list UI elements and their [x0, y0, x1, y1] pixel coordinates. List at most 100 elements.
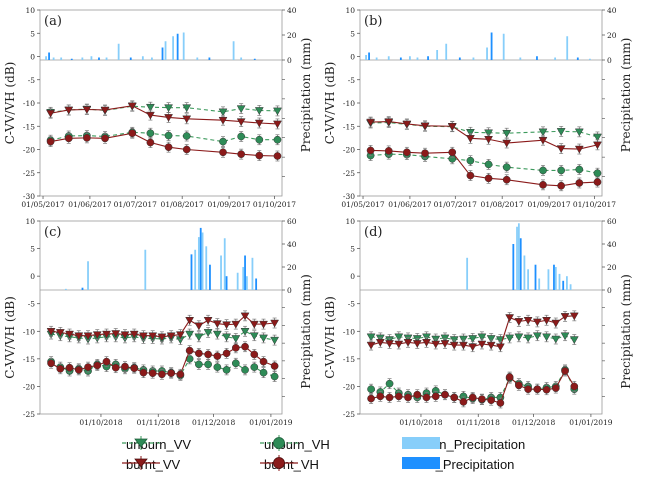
- precip-bar: [246, 276, 248, 290]
- point-unburn_vv: [556, 128, 566, 136]
- panel-2: -30 -25 -20 -15 -10 -5 0 5 10 0 20 40 01/05/2017 01/0…: [323, 6, 633, 209]
- precip-bar: [365, 55, 367, 60]
- precip-bar: [244, 255, 246, 290]
- legend-marker-unburn-precip: [402, 437, 440, 449]
- y-axis-label: C-VV/VH (dB): [3, 62, 17, 145]
- x-tick-label: 01/01/2019: [569, 418, 612, 427]
- precip-bar: [502, 33, 505, 60]
- y-tick-label: -20: [23, 146, 35, 155]
- point-burnt_vv: [505, 314, 515, 323]
- panel-1: -30 -25 -20 -15 -10 -5 0 5 10 0 20 40 01/05/2017 01/0…: [3, 6, 313, 209]
- point-burnt_vv: [375, 339, 385, 347]
- y-tick-label: -10: [23, 327, 35, 336]
- precip-bar: [194, 249, 197, 290]
- precip-bar: [534, 264, 537, 290]
- point-burnt_vh: [148, 369, 157, 378]
- y2-axis-label: Precipitation (mm): [299, 38, 313, 153]
- point-unburn_vv: [270, 336, 280, 345]
- precip-bar: [458, 57, 461, 60]
- x-tick-label: 01/08/2017: [161, 200, 204, 209]
- y-tick-label: -15: [343, 122, 355, 131]
- point-burnt_vh: [542, 385, 551, 394]
- point-burnt_vh: [478, 395, 486, 403]
- point-burnt_vv: [468, 343, 478, 352]
- precip-bar: [151, 57, 153, 60]
- point-unburn_vv: [236, 105, 246, 114]
- precip-bar: [208, 57, 211, 60]
- y-tick-label: 10: [25, 217, 35, 226]
- precip-bar: [161, 47, 164, 60]
- precip-bar: [98, 57, 100, 60]
- point-unburn_vh: [466, 156, 475, 165]
- point-burnt_vh: [185, 346, 194, 355]
- point-burnt_vv: [403, 339, 413, 347]
- precip-bar: [81, 287, 84, 290]
- point-unburn_vh: [575, 165, 584, 174]
- point-burnt_vv: [65, 330, 74, 339]
- point-unburn_vv: [145, 103, 155, 112]
- precip-bar: [232, 41, 235, 60]
- y-tick-label: -10: [343, 99, 355, 108]
- point-burnt_vh: [487, 396, 496, 405]
- point-burnt_vh: [502, 175, 511, 184]
- point-burnt_vh: [441, 390, 449, 399]
- point-unburn_vv: [240, 328, 250, 336]
- point-unburn_vh: [557, 166, 566, 175]
- point-burnt_vh: [421, 149, 429, 158]
- point-burnt_vv: [194, 322, 204, 331]
- point-burnt_vv: [166, 332, 176, 341]
- point-burnt_vh: [259, 357, 268, 366]
- point-unburn_vv: [484, 129, 493, 138]
- point-burnt_vv: [273, 120, 282, 129]
- point-burnt_vv: [83, 332, 93, 341]
- point-burnt_vv: [231, 320, 241, 329]
- point-unburn_vv: [273, 107, 282, 116]
- plot-frame: [39, 220, 283, 415]
- point-burnt_vv: [212, 320, 222, 329]
- x-tick-label: 01/06/2017: [388, 200, 431, 209]
- point-burnt_vv: [402, 120, 412, 129]
- point-unburn_vh: [164, 131, 173, 140]
- point-unburn_vh: [213, 363, 222, 371]
- point-burnt_vh: [146, 138, 155, 147]
- point-burnt_vh: [394, 392, 403, 401]
- point-burnt_vh: [448, 148, 457, 157]
- point-burnt_vh: [74, 366, 83, 374]
- point-unburn_vv: [514, 333, 524, 342]
- point-burnt_vh: [222, 349, 231, 358]
- point-unburn_vh: [502, 163, 511, 172]
- point-burnt_vh: [241, 342, 249, 351]
- point-unburn_vh: [219, 137, 227, 146]
- point-burnt_vh: [237, 150, 246, 158]
- precip-bar: [176, 33, 179, 60]
- y-tick-label: -5: [28, 300, 36, 309]
- point-burnt_vh: [366, 146, 375, 155]
- point-burnt_vv: [449, 341, 459, 350]
- point-unburn_vv: [259, 334, 268, 343]
- point-burnt_vv: [569, 312, 579, 321]
- point-burnt_vh: [575, 179, 584, 187]
- y2-tick-label: 40: [287, 240, 297, 249]
- point-burnt_vh: [466, 171, 475, 180]
- point-burnt_vv: [120, 331, 130, 340]
- precip-bar: [517, 223, 520, 290]
- legend: unburn_VV burnt_VV unburn_VH: [110, 434, 610, 478]
- panel-3: -25 -20 -15 -10 -5 0 5 10 0 20 40 60 01/10/2018 01/11…: [3, 217, 313, 427]
- point-unburn_vv: [465, 129, 475, 137]
- point-unburn_vh: [259, 368, 268, 377]
- point-burnt_vv: [203, 317, 213, 325]
- point-burnt_vv: [249, 320, 259, 329]
- point-burnt_vv: [477, 340, 487, 349]
- point-unburn_vh: [484, 160, 493, 169]
- legend-item-unburn-vv: unburn_VV: [120, 434, 191, 454]
- point-burnt_vh: [250, 350, 259, 359]
- point-burnt_vh: [459, 398, 468, 406]
- precip-bar: [538, 278, 541, 290]
- y2-tick-label: 60: [287, 217, 297, 226]
- legend-item-unburn-precip: unburn_Precipitation: [400, 434, 525, 454]
- precip-bar: [236, 272, 239, 290]
- precip-bar: [220, 255, 222, 290]
- x-tick-label: 01/06/2017: [68, 200, 111, 209]
- point-burnt_vv: [92, 331, 102, 340]
